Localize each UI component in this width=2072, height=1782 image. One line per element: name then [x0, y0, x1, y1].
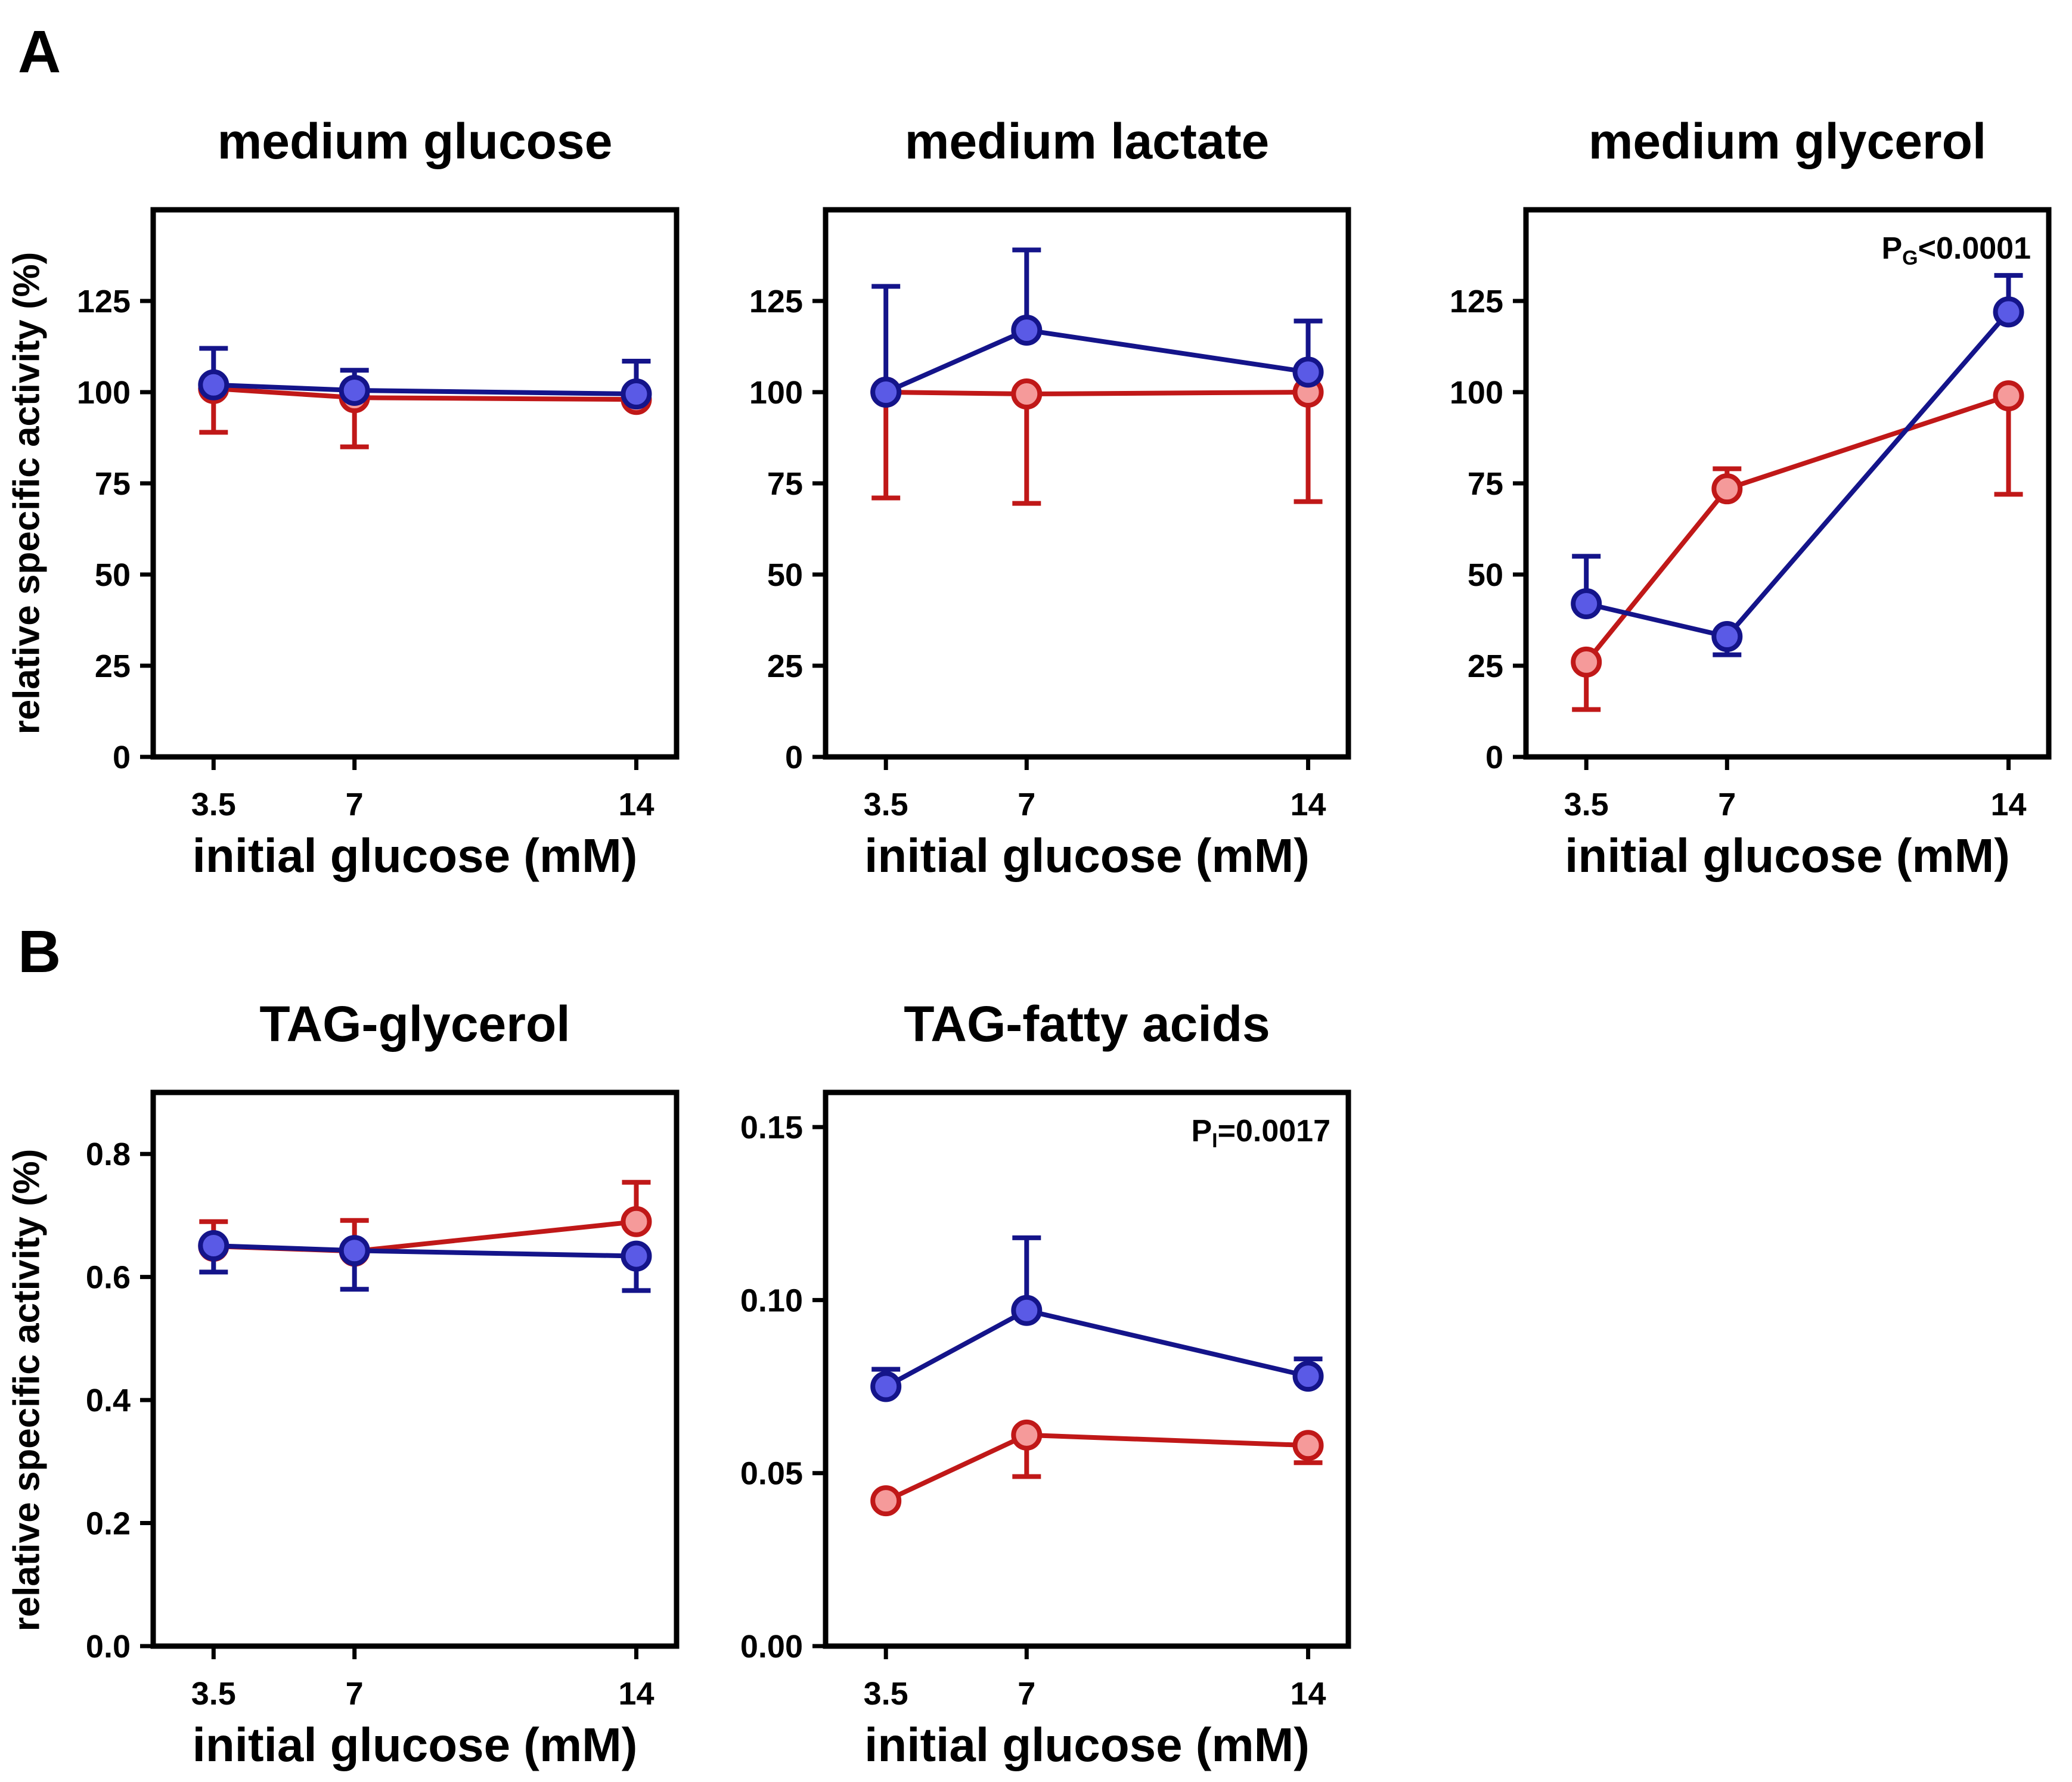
- plot-frame: [823, 1089, 1351, 1649]
- x-tick-label: 3.5: [864, 787, 908, 822]
- series-line-blue: [885, 1308, 1309, 1389]
- x-tick-label: 3.5: [864, 1676, 908, 1712]
- y-tick-label: 75: [95, 466, 131, 502]
- y-tick-label: 0.0: [86, 1629, 131, 1665]
- y-tick-label: 25: [767, 648, 803, 684]
- data-point-blue: [1011, 1294, 1043, 1326]
- x-tick-label: 14: [1990, 787, 2026, 822]
- x-axis-label: initial glucose (mM): [864, 829, 1310, 882]
- data-point-blue: [870, 1371, 902, 1402]
- chart-5: TAG-fatty acids 0.00 0.05 0.10 0.15 3.5 7 14 ini…: [740, 996, 1351, 1771]
- x-tick-label: 14: [1290, 787, 1326, 822]
- data-point-blue: [1011, 314, 1043, 346]
- series-line-red: [886, 390, 1308, 397]
- data-point-blue: [621, 378, 652, 410]
- y-tick-label: 0: [113, 740, 131, 775]
- p-value-annotation: PG<0.0001: [1881, 231, 2031, 269]
- y-tick-label: 0: [785, 740, 803, 775]
- y-tick-label: 100: [77, 375, 131, 411]
- chart-3: medium glycerol 0 25 50 75 100 125 3.5 7 14 initia…: [1450, 113, 2052, 882]
- y-tick-label: 0.2: [86, 1506, 131, 1542]
- y-tick-label: 0: [1485, 740, 1503, 775]
- panel-label-b: B: [18, 918, 61, 985]
- chart-title: medium lactate: [905, 113, 1270, 169]
- series-line-red: [1584, 393, 2009, 664]
- y-tick-label: 0.05: [740, 1456, 803, 1492]
- chart-title: TAG-glycerol: [259, 996, 570, 1052]
- x-tick-label: 14: [1290, 1676, 1326, 1712]
- x-axis-label: initial glucose (mM): [193, 1718, 638, 1771]
- data-point-blue: [198, 369, 229, 401]
- y-tick-label: 0.6: [86, 1260, 131, 1296]
- chart-title: medium glucose: [218, 113, 613, 169]
- x-tick-label: 7: [1018, 1676, 1035, 1712]
- y-tick-label: 50: [1468, 557, 1503, 593]
- y-tick-label: 50: [95, 557, 131, 593]
- chart-2: medium lactate 0 25 50 75 100 125 3.5 7 14 initial…: [749, 113, 1351, 882]
- plot-frame: [150, 1089, 680, 1649]
- x-axis-label: initial glucose (mM): [193, 829, 638, 882]
- x-axis-label: initial glucose (mM): [864, 1718, 1310, 1771]
- y-tick-label: 125: [1450, 284, 1503, 319]
- data-point-blue: [621, 1240, 652, 1272]
- y-tick-label: 75: [1468, 466, 1503, 502]
- y-tick-label: 0.15: [740, 1110, 803, 1145]
- x-tick-label: 7: [346, 1676, 364, 1712]
- plot-frame: [1523, 207, 2052, 760]
- x-tick-label: 7: [1718, 787, 1736, 822]
- y-tick-label: 0.10: [740, 1283, 803, 1318]
- x-tick-label: 14: [618, 787, 654, 822]
- data-point-blue: [870, 377, 902, 408]
- x-tick-label: 3.5: [191, 787, 236, 822]
- panel-label-a: A: [18, 18, 61, 85]
- data-point-red: [1011, 1419, 1043, 1451]
- y-tick-label: 125: [749, 284, 803, 319]
- y-tick-label: 0.4: [86, 1383, 131, 1418]
- chart-title: medium glycerol: [1589, 113, 1987, 169]
- y-tick-label: 25: [95, 648, 131, 684]
- data-point-red: [1711, 473, 1743, 505]
- y-tick-label: 100: [749, 375, 803, 411]
- plot-frame: [823, 207, 1351, 760]
- series-line-red: [885, 1432, 1308, 1503]
- y-tick-label: 75: [767, 466, 803, 502]
- plot-frame: [150, 207, 680, 760]
- data-point-blue: [1292, 356, 1324, 388]
- data-point-blue: [1571, 588, 1602, 619]
- y-tick-label: 0.8: [86, 1137, 131, 1172]
- data-point-blue: [1993, 296, 2024, 328]
- chart-title: TAG-fatty acids: [904, 996, 1270, 1052]
- p-value-annotation: PI=0.0017: [1191, 1114, 1330, 1152]
- data-point-red: [870, 1485, 902, 1517]
- series-line-blue: [213, 1243, 637, 1259]
- y-tick-label: 0.00: [740, 1629, 803, 1665]
- chart-4: TAG-glycerol 0.0 0.2 0.4 0.6 0.8 3.5 7 14 initial…: [86, 996, 680, 1771]
- data-point-blue: [1292, 1361, 1324, 1392]
- data-point-red: [621, 1206, 652, 1237]
- data-point-blue: [198, 1230, 229, 1262]
- x-tick-label: 3.5: [1564, 787, 1609, 822]
- x-tick-label: 7: [346, 787, 364, 822]
- y-tick-label: 100: [1450, 375, 1503, 411]
- data-point-red: [1292, 1430, 1324, 1461]
- data-point-red: [1571, 646, 1602, 678]
- y-tick-label: 25: [1468, 648, 1503, 684]
- y-tick-label: 50: [767, 557, 803, 593]
- y-tick-label: 125: [77, 284, 131, 319]
- data-point-red: [1011, 378, 1043, 410]
- data-point-blue: [339, 374, 370, 406]
- x-tick-label: 3.5: [191, 1676, 236, 1712]
- x-axis-label: initial glucose (mM): [1565, 829, 2010, 882]
- data-point-red: [1993, 380, 2024, 412]
- series-line-blue: [885, 327, 1309, 395]
- data-point-blue: [339, 1235, 370, 1266]
- chart-1: medium glucose 0 25 50 75 100 125 3.5 7 14 initial…: [77, 113, 680, 882]
- x-tick-label: 14: [618, 1676, 654, 1712]
- data-point-blue: [1711, 621, 1743, 653]
- x-tick-label: 7: [1018, 787, 1035, 822]
